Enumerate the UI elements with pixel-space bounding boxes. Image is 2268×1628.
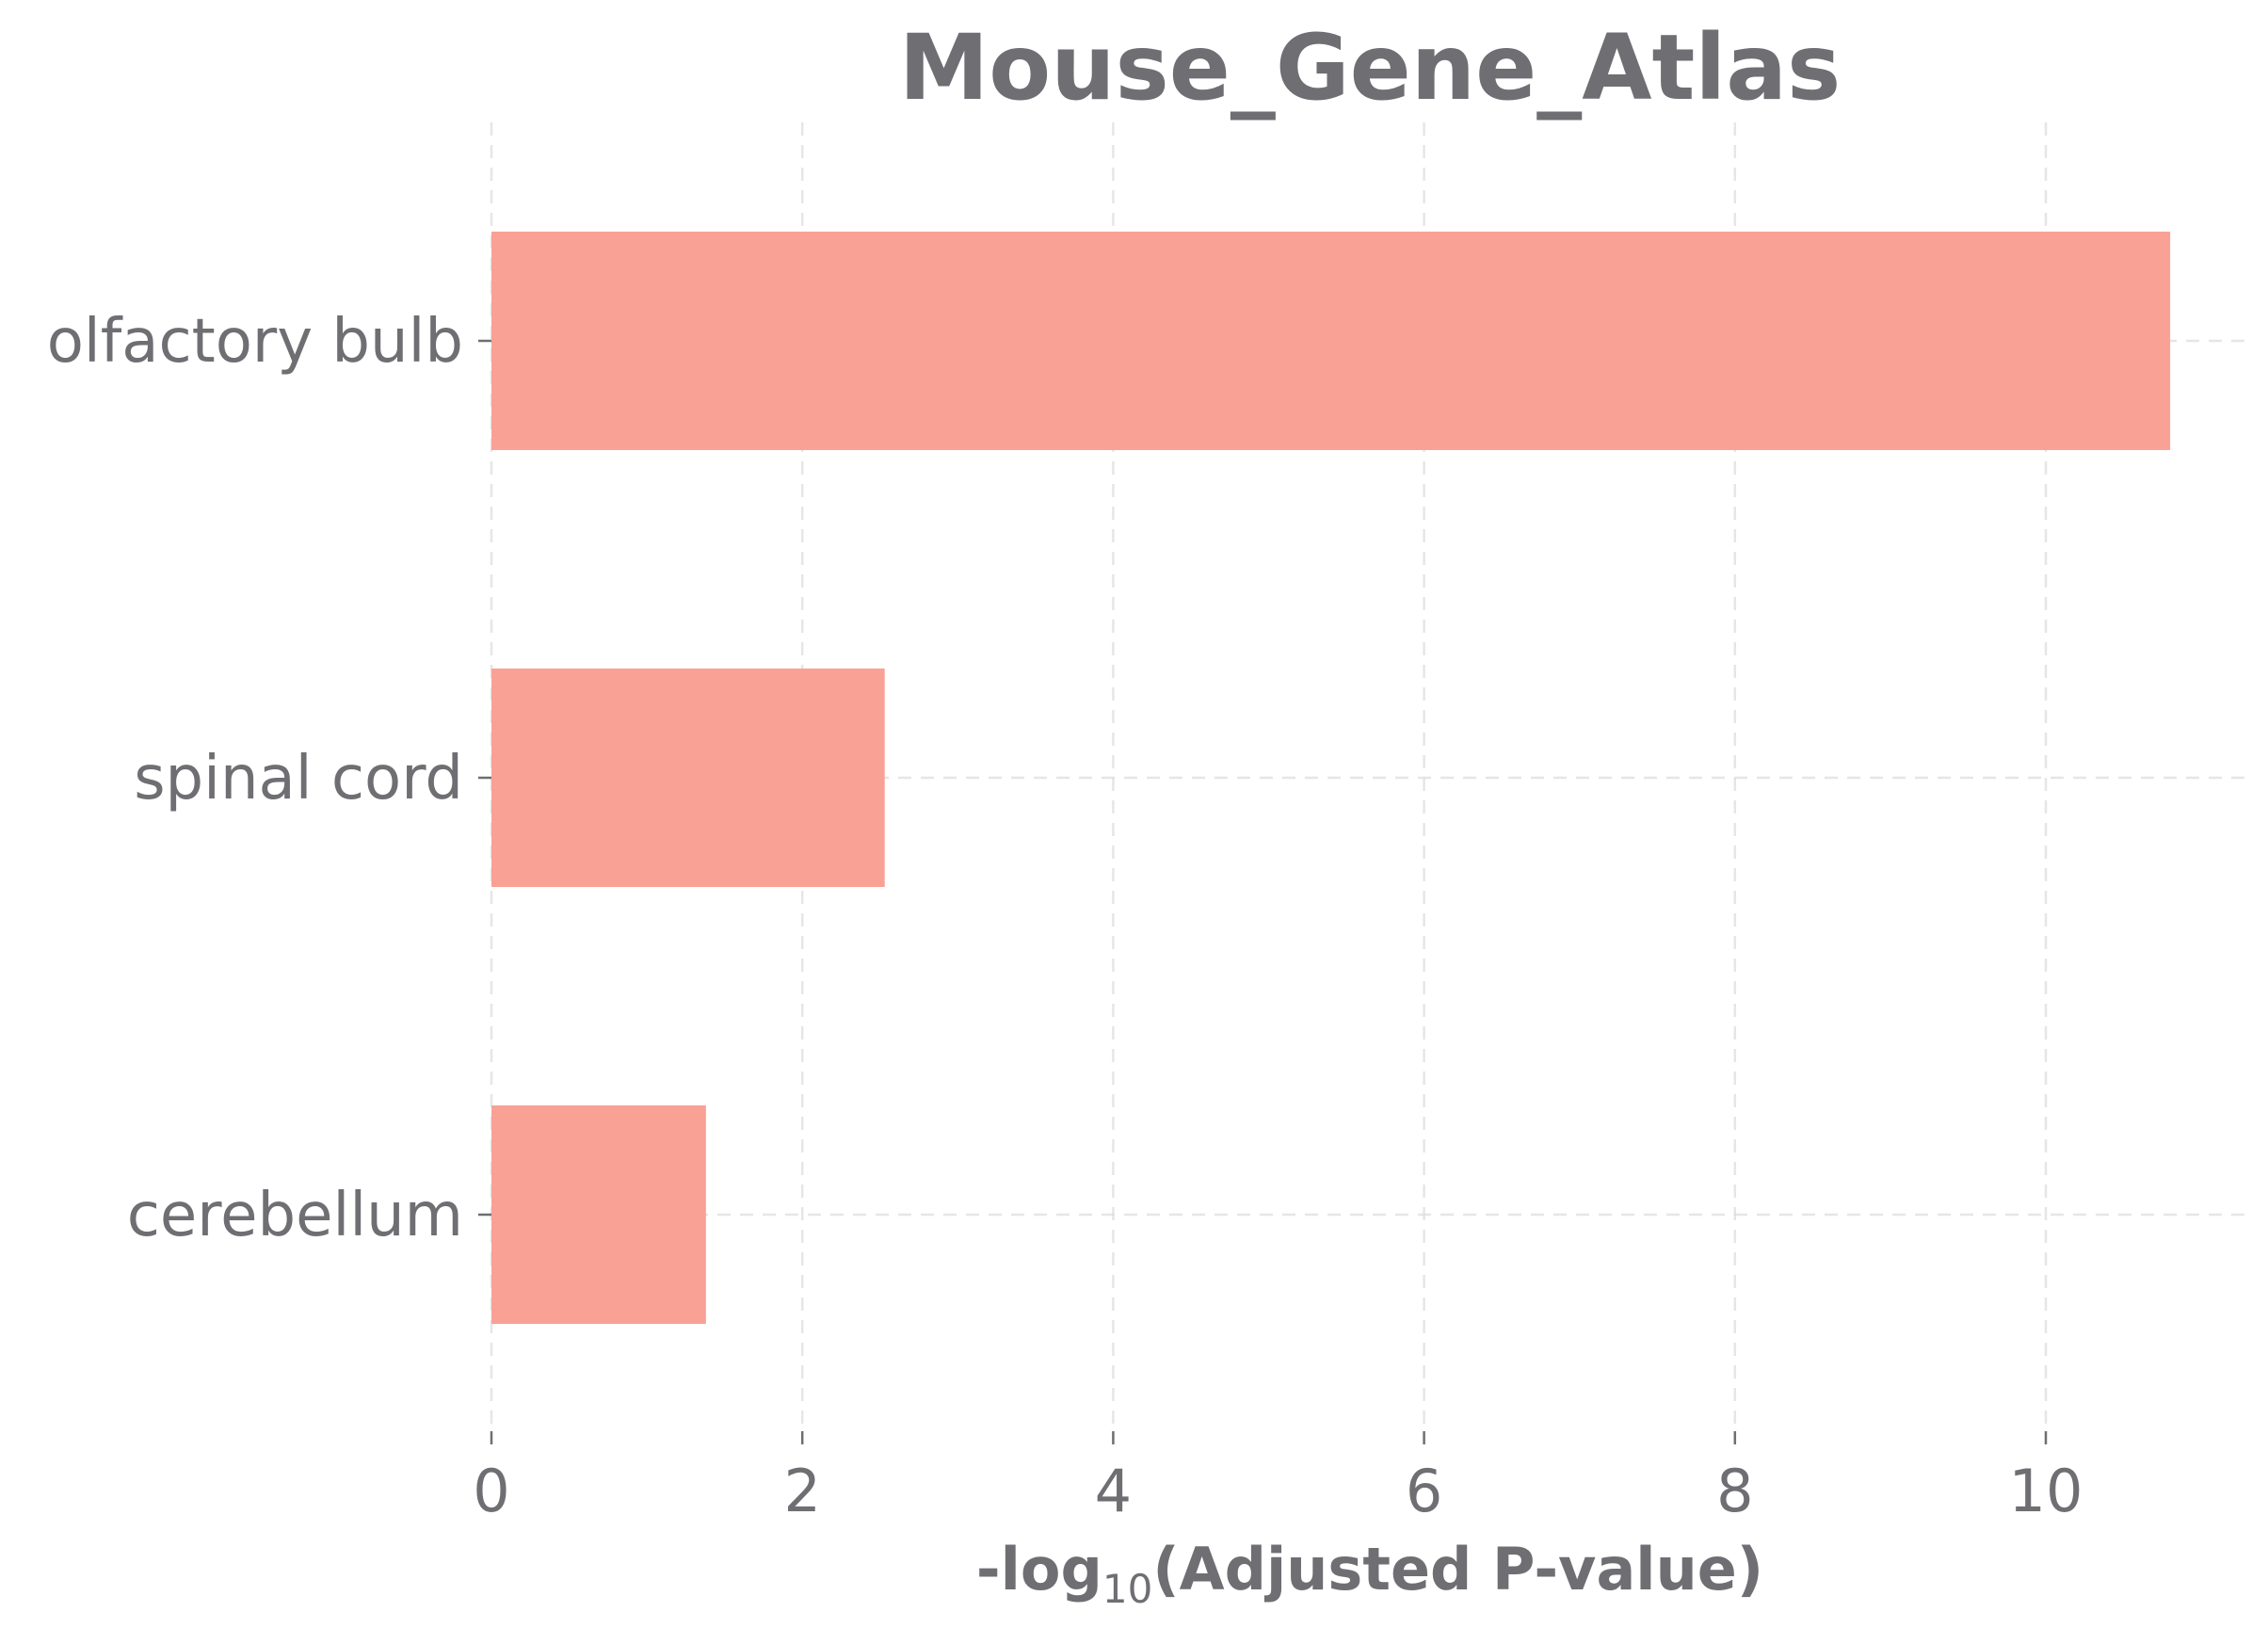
x-tick-label-2: 4 <box>1095 1457 1132 1525</box>
x-tick-label-1: 2 <box>783 1457 820 1525</box>
x-tick-label-4: 8 <box>1716 1457 1753 1525</box>
x-tick-label-0: 0 <box>473 1457 509 1525</box>
y-axis: olfactory bulb spinal cord cerebellum <box>47 307 491 1250</box>
bar-2 <box>491 1105 706 1324</box>
chart-title: Mouse_Gene_Atlas <box>899 15 1841 121</box>
x-axis-label-subscript: 10 <box>1102 1566 1152 1612</box>
x-axis: 0 2 4 6 8 10 <box>473 1431 2083 1525</box>
y-tick-label-2: cerebellum <box>127 1181 463 1250</box>
y-tick-label-0: olfactory bulb <box>47 307 463 377</box>
bar-0 <box>491 232 2171 450</box>
y-tick-label-1: spinal cord <box>134 744 463 814</box>
bar-layer <box>491 232 2171 1324</box>
x-axis-label: -log10(Adjusted P-value) <box>976 1535 1763 1612</box>
x-tick-label-5: 10 <box>2009 1457 2083 1525</box>
bar-1 <box>491 669 885 887</box>
x-tick-label-3: 6 <box>1406 1457 1442 1525</box>
